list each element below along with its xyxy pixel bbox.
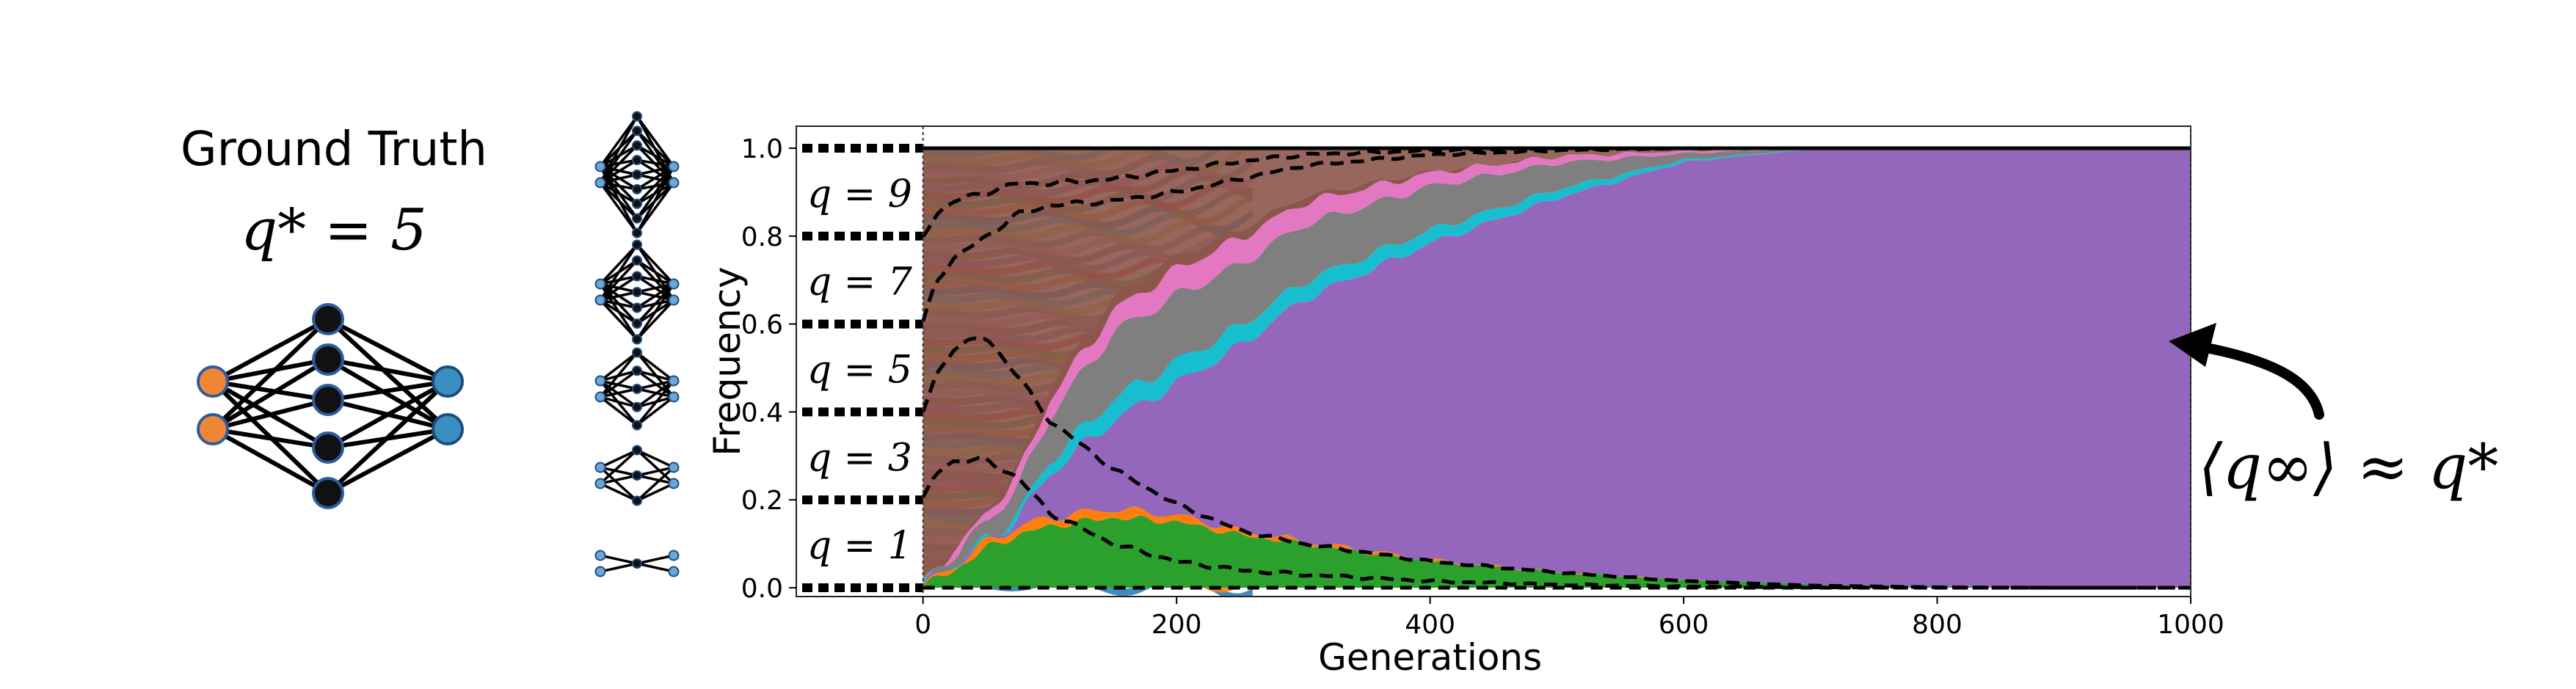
x-axis-ticks: 0 200 400 600 800 1000 <box>914 597 2224 640</box>
quantile-line <box>921 146 2191 238</box>
y-tick-label: 0.8 <box>741 222 783 252</box>
y-axis-ticks: 0.0 0.2 0.4 0.6 0.8 1.0 <box>741 134 796 604</box>
edge <box>326 379 450 495</box>
band-label: q = 3 <box>807 436 912 480</box>
series-area <box>923 147 2191 580</box>
ground-truth-equation: q* = 5 <box>241 197 427 263</box>
edge <box>212 427 329 450</box>
hidden-node <box>312 431 344 464</box>
input-node <box>197 413 229 445</box>
reference-lines <box>922 126 2191 597</box>
edge <box>212 357 329 384</box>
x-tick-label: 600 <box>1659 610 1709 640</box>
edge <box>212 379 329 402</box>
network-edges <box>211 317 450 495</box>
band-labels: q = 1 q = 3 q = 5 q = 7 q = 9 <box>807 172 913 568</box>
y-tick-label: 0.6 <box>741 310 783 340</box>
hidden-node <box>312 384 344 416</box>
input-node <box>197 365 229 398</box>
x-tick-label: 1000 <box>2157 610 2224 640</box>
band-label: q = 7 <box>807 260 913 305</box>
curved-arrow-icon <box>2186 340 2324 420</box>
quantile-line <box>921 146 2191 322</box>
arrow-head <box>2169 323 2216 367</box>
edge <box>212 398 329 431</box>
band-label: q = 5 <box>807 348 912 392</box>
edge <box>327 379 448 402</box>
edge <box>327 357 449 431</box>
ground-truth-heading: Ground Truth <box>181 123 487 177</box>
y-axis-label: Frequency <box>706 266 749 456</box>
y-tick-label: 0.4 <box>741 398 783 428</box>
edge <box>211 427 330 495</box>
y-tick-label: 0.2 <box>741 486 783 516</box>
edge <box>327 379 449 450</box>
network-icon-q1 <box>594 550 680 577</box>
series-area <box>923 147 2191 588</box>
y-tick-label: 1.0 <box>741 134 783 164</box>
network-icon-q7 <box>594 239 680 345</box>
frequency-chart: 0 200 400 600 800 1000 0.0 0.2 0.4 0.6 0.8 1.0 q =… <box>706 125 2224 679</box>
series-area <box>923 147 2191 585</box>
edge <box>211 357 330 431</box>
edge <box>211 317 330 431</box>
x-tick-label: 0 <box>914 610 931 640</box>
edge <box>327 427 449 495</box>
edge <box>327 357 448 384</box>
quantile-lines <box>921 146 2191 590</box>
output-node <box>432 413 464 445</box>
x-axis-label: Generations <box>1318 636 1542 679</box>
edge <box>211 317 330 384</box>
x-tick-label: 400 <box>1405 610 1455 640</box>
x-tick-label: 200 <box>1151 610 1202 640</box>
hidden-node <box>312 303 344 335</box>
ground-truth-network-diagram <box>197 303 464 509</box>
network-size-icons <box>594 111 680 577</box>
edge <box>327 317 449 384</box>
hidden-node <box>312 477 344 509</box>
network-icon-q9 <box>594 111 680 238</box>
network-icon-q5 <box>594 347 680 431</box>
stacked-areas <box>923 147 2191 597</box>
quantile-line <box>921 336 2191 590</box>
band-label: q = 9 <box>807 172 912 216</box>
edge <box>326 317 450 431</box>
hidden-node <box>312 343 344 376</box>
remainder-area <box>923 147 2191 579</box>
annotation: ⟨q∞⟩ ≈ q* <box>2169 323 2498 503</box>
y-tick-label: 0.0 <box>741 574 783 604</box>
output-node <box>432 365 464 398</box>
ground-truth-panel: Ground Truth q* = 5 <box>181 123 487 509</box>
x-tick-label: 800 <box>1912 610 1962 640</box>
band-label: q = 1 <box>807 524 912 568</box>
annotation-text: ⟨q∞⟩ ≈ q* <box>2199 431 2499 503</box>
network-icon-q3 <box>594 445 680 506</box>
